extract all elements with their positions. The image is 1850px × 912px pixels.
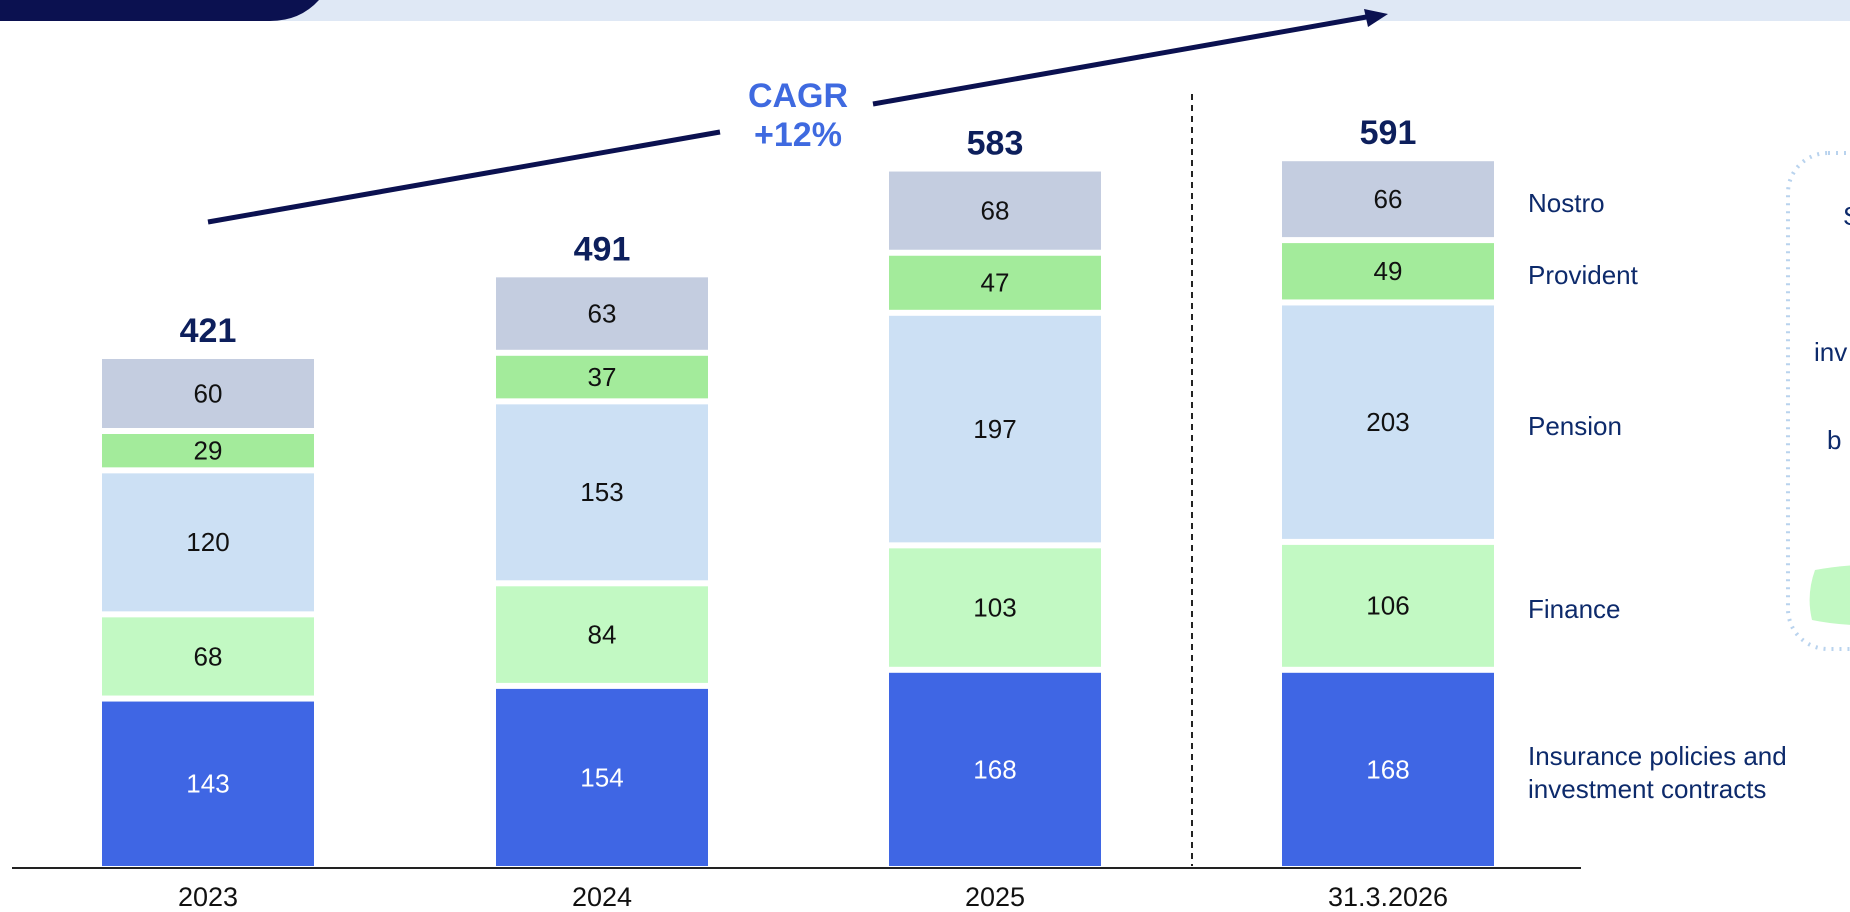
side-note-box: [1786, 151, 1850, 651]
value-label: 84: [588, 619, 617, 649]
annotation: +12%: [754, 116, 842, 154]
value-label: 63: [588, 298, 617, 328]
cagr-arrowhead: [1364, 9, 1388, 27]
legend-label: Nostro: [1528, 187, 1605, 218]
value-label: 60: [194, 378, 223, 408]
side-note-text: S: [1843, 201, 1850, 231]
value-label: 154: [580, 762, 623, 792]
value-label: 66: [1374, 184, 1403, 214]
value-label: 203: [1366, 407, 1409, 437]
value-label: 143: [186, 769, 229, 799]
x-tick-label: 2024: [572, 882, 632, 912]
legend-label: Insurance policies and investment contra…: [1528, 741, 1787, 805]
value-label: 120: [186, 527, 229, 557]
side-note-badge: [1809, 565, 1850, 625]
total-label: 491: [574, 230, 631, 268]
header-tab: [0, 0, 319, 21]
value-label: 37: [588, 362, 617, 392]
bar-segment: [496, 586, 708, 683]
header-band: [0, 0, 1850, 21]
value-label: 68: [194, 641, 223, 671]
value-label: 29: [194, 436, 223, 466]
bar-segment: [496, 355, 708, 399]
bar-segment: [1282, 161, 1494, 238]
value-label: 168: [1366, 754, 1409, 784]
bar-segment: [102, 473, 314, 612]
x-tick-label: 2023: [178, 882, 238, 912]
bar-segment: [889, 255, 1101, 310]
value-label: 103: [973, 592, 1016, 622]
bar-segment: [889, 315, 1101, 543]
legend-label: Finance: [1528, 594, 1621, 625]
side-note-text: b: [1827, 425, 1841, 455]
cagr-line: [207, 129, 721, 225]
bar-segment: [889, 171, 1101, 250]
value-label: 197: [973, 414, 1016, 444]
legend-label: Provident: [1528, 259, 1638, 290]
side-note-text: inv: [1814, 337, 1847, 367]
annotation: CAGR: [748, 77, 848, 115]
value-label: 49: [1374, 256, 1403, 286]
bar-segment: [102, 617, 314, 696]
bar-segment: [1282, 305, 1494, 539]
bar-segment: [102, 434, 314, 468]
total-label: 583: [967, 125, 1024, 163]
value-label: 47: [981, 268, 1010, 298]
bar-segment: [1282, 672, 1494, 866]
legend-label: Pension: [1528, 410, 1622, 441]
total-label: 421: [180, 312, 237, 350]
value-label: 168: [973, 754, 1016, 784]
value-label: 68: [981, 196, 1010, 226]
cagr-line: [872, 13, 1373, 107]
x-tick-label: 31.3.2026: [1328, 882, 1448, 912]
bar-segment: [102, 701, 314, 866]
bar-segment: [889, 672, 1101, 866]
total-label: 591: [1360, 114, 1417, 152]
bar-segment: [1282, 243, 1494, 300]
bar-segment: [496, 688, 708, 866]
bar-segment: [496, 404, 708, 581]
bar-segment: [102, 359, 314, 428]
bar-segment: [496, 277, 708, 350]
x-tick-label: 2025: [965, 882, 1025, 912]
bar-segment: [889, 548, 1101, 667]
bar-segment: [1282, 544, 1494, 667]
value-label: 106: [1366, 591, 1409, 621]
value-label: 153: [580, 477, 623, 507]
